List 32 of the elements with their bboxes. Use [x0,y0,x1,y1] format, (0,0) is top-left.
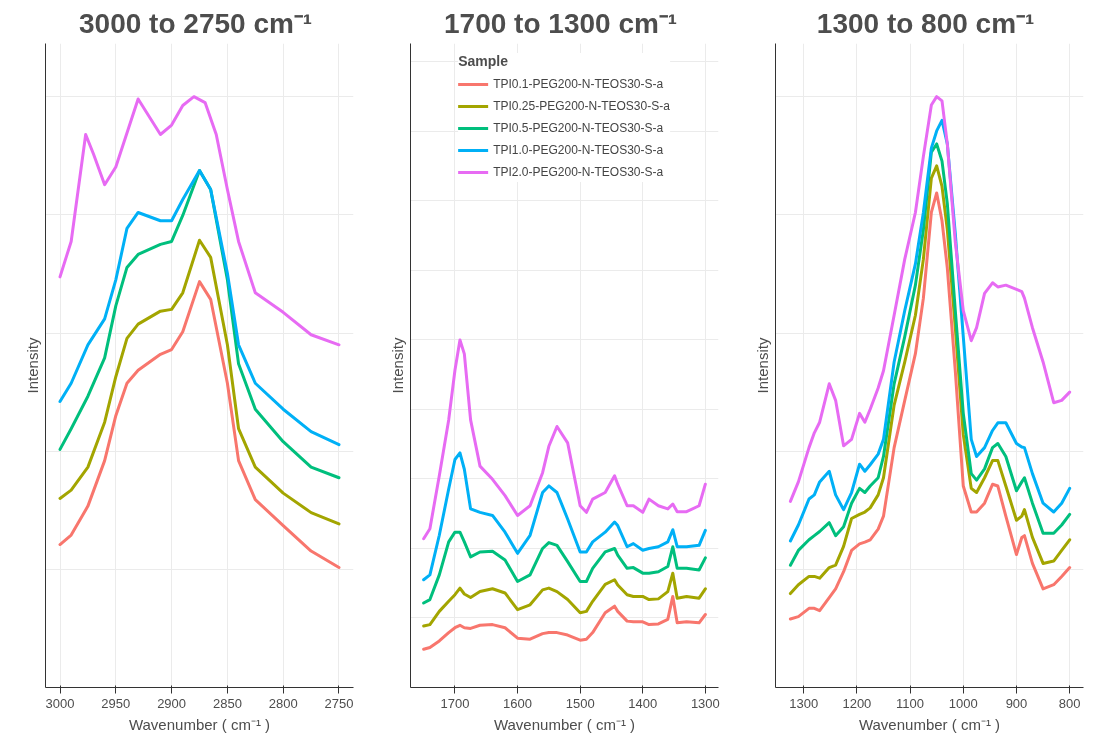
legend-title: Sample [458,53,509,69]
x-axis-title: Wavenumber ( cm⁻¹ ) [493,715,636,733]
x-tick-label: 900 [1005,695,1028,711]
chart-title: 1700 to 1300 cm⁻¹ [444,7,678,39]
x-tick-label: 1500 [565,695,595,711]
x-tick-label: 2800 [268,695,298,711]
x-tick-label: 2900 [157,695,187,711]
legend-label: TPI0.25-PEG200-N-TEOS30-S-a [493,99,670,113]
x-axis-title: Wavenumber ( cm⁻¹ ) [128,715,271,733]
legend-label: TPI0.5-PEG200-N-TEOS30-S-a [493,121,664,135]
x-tick-label: 2850 [212,695,242,711]
x-tick-label: 1600 [503,695,533,711]
x-axis-title: Wavenumber ( cm⁻¹ ) [858,715,1001,733]
legend-label: TPI1.0-PEG200-N-TEOS30-S-a [493,143,664,157]
legend-label: TPI2.0-PEG200-N-TEOS30-S-a [493,165,664,179]
y-axis-title: Intensity [388,337,406,394]
x-tick-label: 2950 [101,695,131,711]
x-tick-label: 1400 [628,695,658,711]
x-tick-label: 1300 [690,695,720,711]
chart-title: 3000 to 2750 cm⁻¹ [79,7,313,39]
x-tick-label: 2750 [324,695,354,711]
x-tick-label: 1200 [842,695,872,711]
x-tick-label: 3000 [45,695,75,711]
x-tick-label: 1100 [896,695,925,711]
legend-label: TPI0.1-PEG200-N-TEOS30-S-a [493,77,664,91]
x-tick-label: 1000 [948,695,978,711]
x-tick-label: 800 [1058,695,1081,711]
y-axis-title: Intensity [23,337,41,394]
x-tick-label: 1300 [789,695,819,711]
chart-title: 1300 to 800 cm⁻¹ [816,7,1035,39]
y-axis-title: Intensity [753,337,771,394]
x-tick-label: 1700 [440,695,470,711]
